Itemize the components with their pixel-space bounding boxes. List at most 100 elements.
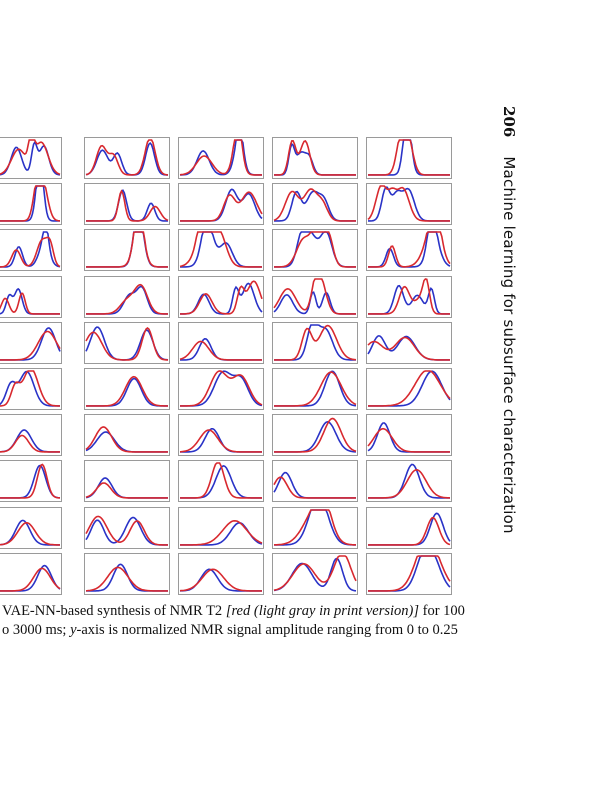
plot-frame bbox=[366, 506, 452, 549]
plot-frame bbox=[0, 460, 62, 503]
nmr-t2-panel bbox=[178, 137, 264, 179]
synthetic-t2-curve bbox=[179, 139, 262, 176]
plot-frame bbox=[84, 552, 170, 595]
nmr-t2-panel bbox=[84, 137, 170, 179]
synthetic-t2-curve bbox=[274, 508, 356, 546]
synthetic-t2-curve bbox=[86, 231, 168, 269]
synthetic-t2-curve bbox=[85, 482, 168, 500]
plot-frame bbox=[84, 137, 170, 179]
plot-frame bbox=[84, 414, 170, 457]
plot-frame bbox=[178, 414, 264, 457]
original-t2-curve bbox=[180, 282, 263, 315]
plot-frame bbox=[84, 183, 170, 226]
running-head: 206 Machine learning for subsurface char… bbox=[500, 106, 519, 534]
plot-frame bbox=[178, 137, 264, 179]
plot-frame bbox=[0, 275, 62, 318]
nmr-t2-plot bbox=[0, 321, 62, 364]
original-t2-curve bbox=[85, 431, 168, 453]
nmr-t2-panel bbox=[84, 229, 170, 272]
original-t2-curve bbox=[274, 508, 356, 546]
plot-frame bbox=[84, 321, 170, 364]
synthetic-t2-curve bbox=[274, 324, 357, 361]
original-t2-curve bbox=[86, 285, 168, 315]
nmr-t2-plot bbox=[366, 506, 452, 549]
nmr-t2-plot bbox=[366, 552, 452, 595]
nmr-t2-plot bbox=[366, 368, 452, 410]
nmr-t2-plot bbox=[272, 229, 358, 272]
nmr-t2-plot bbox=[178, 183, 264, 226]
original-t2-curve bbox=[180, 465, 262, 500]
synthetic-t2-curve bbox=[368, 370, 451, 407]
synthetic-t2-curve bbox=[0, 292, 60, 315]
plot-frame bbox=[0, 137, 62, 179]
synthetic-t2-curve bbox=[0, 330, 61, 361]
synthetic-t2-curve bbox=[368, 554, 451, 592]
plot-frame bbox=[272, 321, 358, 364]
synthetic-t2-curve bbox=[367, 185, 450, 222]
nmr-t2-panel bbox=[272, 321, 358, 364]
plot-frame bbox=[272, 137, 358, 179]
nmr-t2-plot bbox=[272, 552, 358, 595]
original-t2-curve bbox=[0, 429, 60, 453]
plot-frame bbox=[366, 229, 452, 272]
synthetic-t2-curve bbox=[179, 568, 262, 592]
original-t2-curve bbox=[368, 512, 451, 546]
figure-caption-line-1: VAE-NN-based synthesis of NMR T2 [red (l… bbox=[2, 603, 465, 619]
nmr-t2-plot bbox=[178, 321, 264, 364]
nmr-t2-panel bbox=[0, 552, 62, 595]
plot-frame bbox=[272, 460, 358, 503]
plot-frame bbox=[0, 506, 62, 549]
original-t2-curve bbox=[273, 290, 356, 315]
plot-frame bbox=[366, 460, 452, 503]
nmr-t2-plot bbox=[366, 460, 452, 503]
nmr-t2-panel bbox=[178, 229, 264, 272]
nmr-t2-plot bbox=[178, 229, 264, 272]
plot-frame bbox=[272, 368, 358, 410]
nmr-t2-plot bbox=[272, 321, 358, 364]
nmr-t2-plot bbox=[84, 506, 170, 549]
plot-frame bbox=[366, 275, 452, 318]
nmr-t2-panel bbox=[272, 137, 358, 179]
nmr-t2-panel bbox=[366, 414, 452, 457]
synthetic-t2-curve bbox=[273, 188, 356, 222]
nmr-t2-panel bbox=[272, 229, 358, 272]
synthetic-t2-curve bbox=[180, 519, 263, 546]
plot-frame bbox=[178, 506, 264, 549]
nmr-t2-panel bbox=[272, 460, 358, 503]
original-t2-curve bbox=[368, 139, 450, 176]
plot-frame bbox=[0, 183, 62, 226]
nmr-t2-plot bbox=[272, 183, 358, 226]
plot-frame bbox=[178, 183, 264, 226]
plot-frame bbox=[366, 368, 452, 410]
nmr-t2-plot bbox=[84, 368, 170, 410]
plot-frame bbox=[178, 368, 264, 410]
original-t2-curve bbox=[368, 464, 450, 500]
nmr-t2-plot bbox=[84, 552, 170, 595]
nmr-t2-panel bbox=[366, 137, 452, 179]
nmr-t2-panel bbox=[272, 275, 358, 318]
nmr-t2-panel bbox=[0, 506, 62, 549]
original-t2-curve bbox=[367, 422, 450, 453]
nmr-t2-plot bbox=[84, 229, 170, 272]
synthetic-t2-curve bbox=[368, 516, 451, 546]
page-number: 206 bbox=[500, 106, 518, 138]
synthetic-t2-curve bbox=[85, 515, 168, 546]
book-title: Machine learning for subsurface characte… bbox=[500, 156, 518, 534]
plot-frame bbox=[366, 552, 452, 595]
synthetic-t2-curve bbox=[273, 277, 356, 315]
nmr-t2-plot bbox=[84, 137, 170, 179]
nmr-t2-plot bbox=[272, 414, 358, 457]
nmr-t2-plot bbox=[272, 137, 358, 179]
nmr-t2-plot bbox=[84, 183, 170, 226]
nmr-t2-panel bbox=[366, 368, 452, 410]
original-t2-curve bbox=[368, 554, 451, 592]
synthetic-t2-curve bbox=[0, 370, 60, 407]
synthetic-t2-curve bbox=[86, 283, 168, 315]
synthetic-t2-curve bbox=[0, 236, 61, 269]
nmr-t2-plot bbox=[178, 368, 264, 410]
plot-frame bbox=[0, 321, 62, 364]
original-t2-curve bbox=[274, 190, 356, 222]
original-t2-curve bbox=[180, 231, 262, 269]
plot-frame bbox=[178, 321, 264, 364]
